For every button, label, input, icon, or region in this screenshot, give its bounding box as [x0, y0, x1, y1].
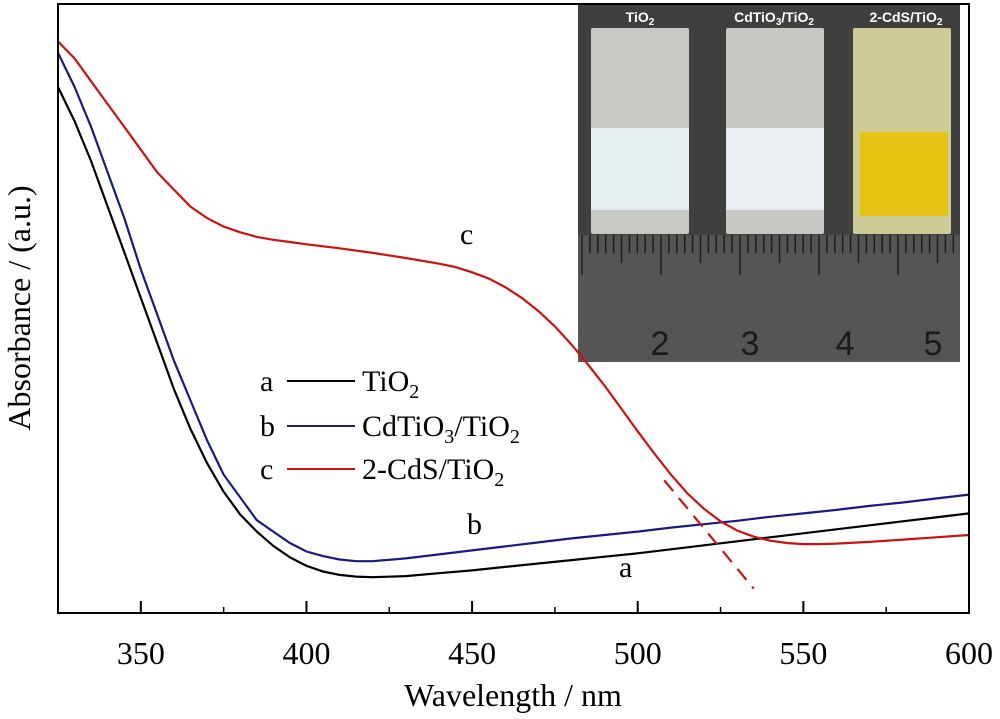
x-tick-label: 600: [945, 635, 993, 671]
ruler-numbers: 2 3 4 5: [651, 325, 943, 363]
series-line-a: [57, 86, 970, 579]
curve-label-c: c: [460, 218, 473, 251]
ruler-ticks: [581, 235, 955, 275]
legend-item-b: b CdTiO3/TiO2: [260, 410, 520, 448]
curve-label-a: a: [619, 551, 632, 584]
series-line-b: [57, 52, 970, 563]
ruler-number: 3: [741, 325, 760, 363]
legend-text-c: 2-CdS/TiO2: [362, 453, 504, 491]
legend-marker-a: a: [260, 365, 273, 398]
x-axis-label: Wavelength / nm: [404, 677, 622, 713]
legend-text-a: TiO2: [362, 365, 419, 403]
legend-item-c: c 2-CdS/TiO2: [260, 453, 504, 491]
ruler-number: 2: [651, 325, 670, 363]
x-tick-label: 500: [614, 635, 662, 671]
legend: a TiO2 b CdTiO3/TiO2 c 2-CdS/TiO2: [260, 365, 520, 491]
legend-marker-c: c: [260, 453, 273, 486]
film-cdtio3-tio2: [726, 128, 824, 210]
inset-photo: 2 3 4 5 TiO2 CdTiO3/TiO2 2-CdS/TiO2: [578, 5, 960, 363]
film-tio2: [591, 128, 689, 210]
curves: [57, 40, 970, 590]
plot-frame: [57, 3, 970, 614]
x-tick-label: 400: [282, 635, 330, 671]
ruler-number: 4: [836, 325, 855, 363]
extrapolation-line: [663, 479, 755, 590]
series-line-c: [57, 40, 970, 546]
x-tick-label: 450: [448, 635, 496, 671]
photo-label-tio2: TiO2: [626, 9, 655, 28]
x-axis-ticks: 350 400 450 500 550 600: [57, 601, 993, 671]
legend-text-b: CdTiO3/TiO2: [362, 410, 520, 448]
ruler: [578, 235, 960, 362]
legend-item-a: a TiO2: [260, 365, 419, 403]
ruler-number: 5: [924, 325, 943, 363]
photo-label-cds-tio2: 2-CdS/TiO2: [870, 9, 943, 28]
film-cds-tio2: [860, 132, 948, 216]
x-tick-label: 550: [779, 635, 827, 671]
legend-marker-b: b: [260, 410, 275, 443]
y-axis-label: Absorbance / (a.u.): [1, 185, 37, 430]
photo-label-cdtio3-tio2: CdTiO3/TiO2: [734, 9, 814, 28]
curve-label-b: b: [467, 508, 482, 541]
x-tick-label: 350: [117, 635, 165, 671]
